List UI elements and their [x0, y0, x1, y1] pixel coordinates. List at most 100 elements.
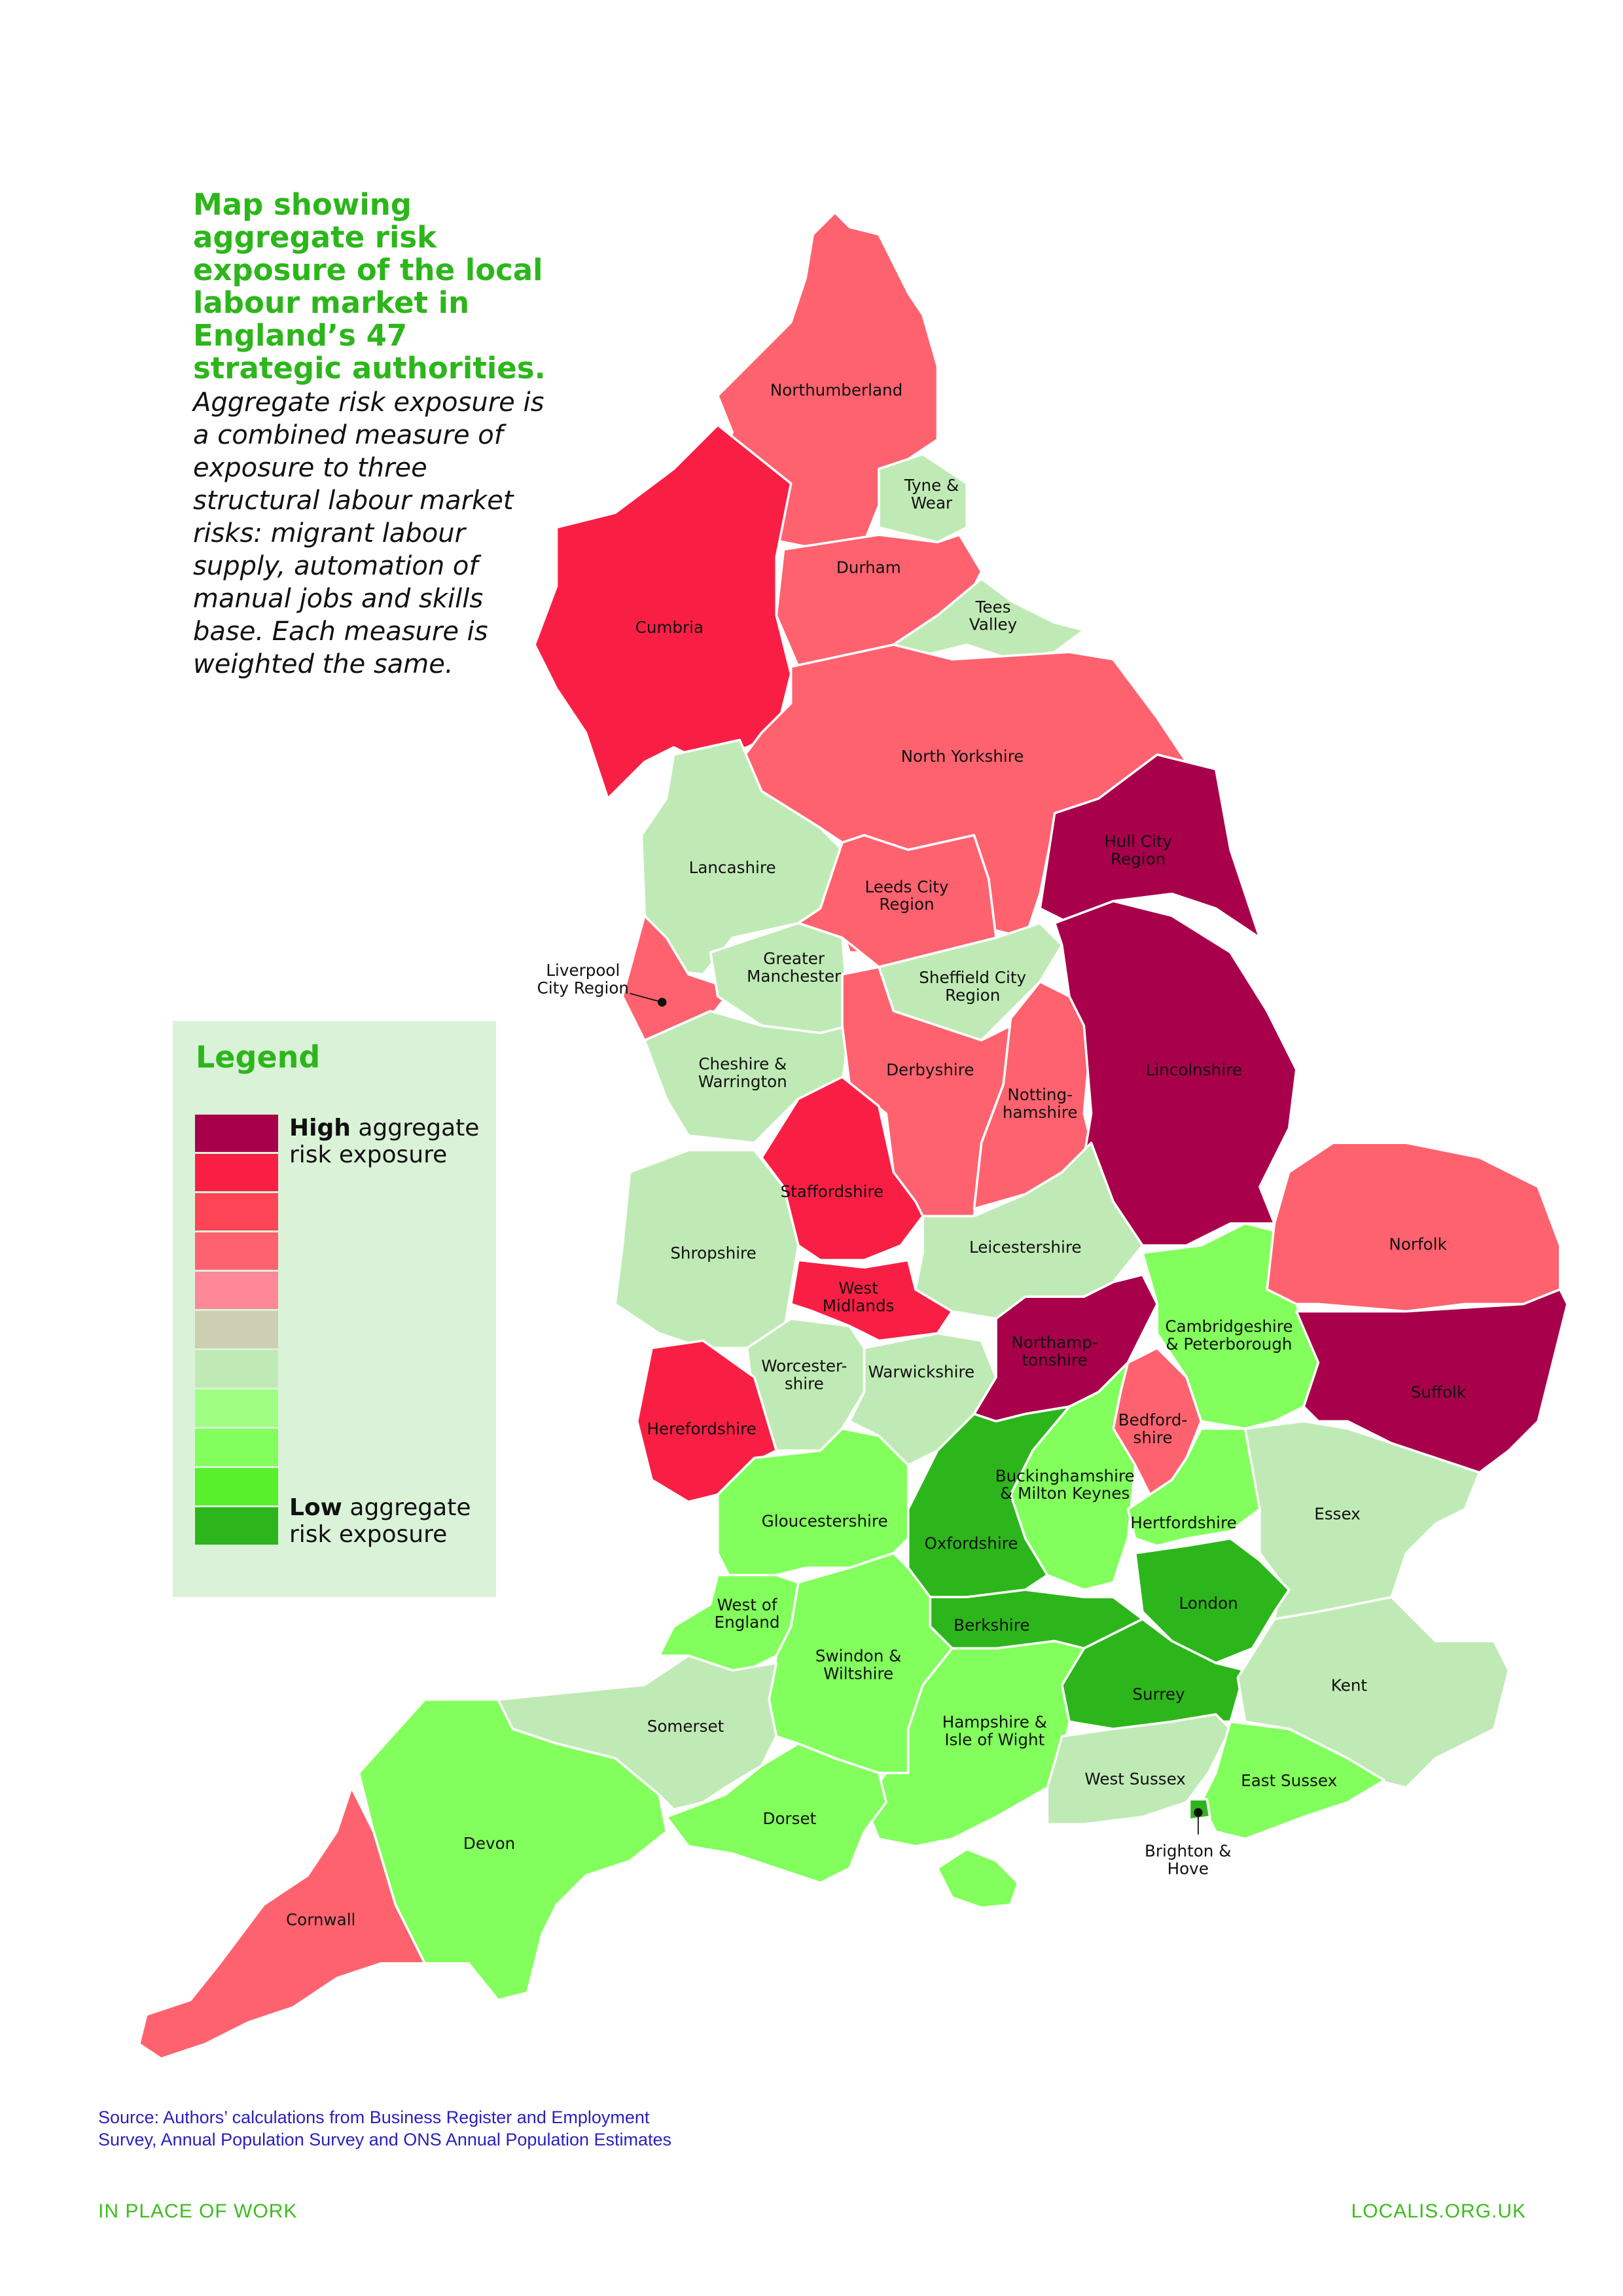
legend-high-bold: High: [289, 1115, 351, 1141]
region-label-west-sussex: West Sussex: [1084, 1770, 1185, 1789]
region-liverpool-city-region[interactable]: [621, 914, 734, 1042]
region-label-line: City Region: [537, 978, 629, 997]
region-label-staffordshire: Staffordshire: [781, 1182, 884, 1201]
region-label-northamptonshire: Northamp-tonshire: [1011, 1333, 1097, 1370]
region-label-lancashire: Lancashire: [689, 858, 776, 877]
legend-title: Legend: [196, 1039, 321, 1075]
region-label-shropshire: Shropshire: [670, 1244, 756, 1263]
region-label-northumberland: Northumberland: [770, 380, 902, 399]
region-label-hampshire-and-isle-of-wight: Hampshire & Isle of Wight: [942, 1712, 1047, 1749]
region-label-leicestershire: Leicestershire: [969, 1238, 1082, 1257]
region-label-line: Derbyshire: [886, 1060, 974, 1079]
region-label-surrey: Surrey: [1132, 1685, 1185, 1704]
region-label-line: Greater: [763, 949, 825, 968]
footer-website[interactable]: LOCALIS.ORG.UK: [1351, 2200, 1526, 2222]
region-label-worcestershire: Worcester-shire: [761, 1356, 847, 1393]
footer-publication: IN PLACE OF WORK: [98, 2200, 298, 2222]
label-leader-line: [630, 992, 662, 1003]
legend-swatch: [195, 1193, 278, 1230]
region-label-line: Gloucestershire: [762, 1512, 888, 1531]
region-label-line: Devon: [463, 1834, 515, 1853]
region-label-cambridgeshire-and-peterborough: Cambridgeshire & Peterborough: [1165, 1317, 1293, 1354]
region-hampshire-and-isle-of-wight[interactable]: [936, 1848, 1020, 1909]
region-label-hertfordshire: Hertfordshire: [1130, 1513, 1236, 1532]
region-label-line: Buckinghamshire: [995, 1466, 1135, 1485]
region-label-line: Herefordshire: [647, 1420, 756, 1439]
region-label-north-yorkshire: North Yorkshire: [901, 747, 1024, 766]
region-label-line: East Sussex: [1241, 1771, 1337, 1790]
region-london[interactable]: [1133, 1537, 1291, 1664]
region-label-suffolk: Suffolk: [1411, 1383, 1467, 1402]
region-label-line: Somerset: [647, 1717, 724, 1736]
region-label-line: Liverpool: [546, 961, 620, 980]
region-label-line: shire: [1133, 1428, 1173, 1447]
region-label-line: Staffordshire: [781, 1182, 884, 1201]
location-dot: [1194, 1808, 1203, 1817]
region-label-line: Dorset: [763, 1809, 817, 1828]
region-label-line: & Peterborough: [1166, 1335, 1292, 1354]
region-label-line: Northumberland: [770, 380, 902, 399]
region-label-line: Leeds City: [865, 877, 948, 896]
legend-swatch: [195, 1468, 278, 1505]
region-lancashire[interactable]: [640, 738, 844, 976]
region-suffolk[interactable]: [1295, 1288, 1569, 1474]
region-label-bedfordshire: Bedford-shire: [1118, 1410, 1188, 1447]
region-label-nottinghamshire: Notting-hamshire: [1003, 1085, 1078, 1122]
region-label-herefordshire: Herefordshire: [647, 1420, 756, 1439]
region-label-line: Cornwall: [286, 1910, 355, 1929]
region-essex[interactable]: [1243, 1420, 1481, 1621]
region-label-oxfordshire: Oxfordshire: [925, 1534, 1018, 1552]
region-label-essex: Essex: [1314, 1505, 1360, 1524]
region-label-line: Cheshire &: [698, 1054, 787, 1073]
region-hampshire-and-isle-of-wight[interactable]: [863, 1640, 1086, 1848]
region-tees-valley[interactable]: [892, 577, 1086, 661]
location-dot: [657, 997, 667, 1007]
region-label-line: Tees: [975, 598, 1011, 617]
legend-low-bold: Low: [289, 1494, 342, 1521]
region-label-durham: Durham: [836, 558, 901, 577]
region-label-line: hamshire: [1003, 1103, 1078, 1122]
region-label-kent: Kent: [1331, 1676, 1368, 1695]
region-label-gloucestershire: Gloucestershire: [762, 1512, 888, 1531]
region-norfolk[interactable]: [1266, 1141, 1561, 1313]
region-label-line: Region: [879, 895, 934, 914]
region-label-leeds-city-region: Leeds City Region: [865, 877, 948, 914]
legend-swatch: [195, 1350, 278, 1388]
region-label-line: Wiltshire: [823, 1664, 893, 1683]
map-title: Map showing aggregate risk exposure of t…: [193, 187, 546, 386]
region-hertfordshire[interactable]: [1126, 1427, 1261, 1547]
region-label-line: West: [838, 1279, 878, 1298]
region-label-buckinghamshire-and-milton-keynes: Buckinghamshire & Milton Keynes: [995, 1466, 1135, 1503]
region-label-cornwall: Cornwall: [286, 1910, 355, 1929]
region-east-sussex[interactable]: [1200, 1720, 1385, 1840]
region-label-swindon-and-wiltshire: Swindon & Wiltshire: [815, 1647, 901, 1683]
region-label-liverpool-city-region: Liverpool City Region: [537, 961, 629, 997]
region-dorset[interactable]: [665, 1742, 887, 1884]
region-label-tees-valley: Tees Valley: [969, 598, 1017, 634]
region-label-line: Lancashire: [689, 858, 776, 877]
region-label-line: Region: [1111, 850, 1166, 869]
region-label-line: Warrington: [698, 1072, 787, 1091]
region-west-sussex[interactable]: [1046, 1713, 1232, 1825]
region-label-line: & Milton Keynes: [1000, 1484, 1130, 1503]
region-label-line: Hertfordshire: [1130, 1513, 1236, 1532]
region-label-line: Wear: [911, 493, 953, 512]
region-lincolnshire[interactable]: [1053, 899, 1298, 1247]
region-label-lincolnshire: Lincolnshire: [1146, 1060, 1242, 1079]
region-label-line: Lincolnshire: [1146, 1060, 1242, 1079]
region-label-line: Hampshire &: [942, 1712, 1047, 1731]
region-label-line: Sheffield City: [919, 968, 1026, 987]
region-label-cumbria: Cumbria: [635, 618, 704, 637]
region-kent[interactable]: [1236, 1596, 1510, 1789]
region-cumbria[interactable]: [533, 423, 793, 800]
legend-low-text: aggregate risk exposure: [289, 1494, 471, 1548]
source-note: Source: Authors’ calculations from Busin…: [98, 2108, 672, 2149]
region-label-line: Hove: [1168, 1859, 1209, 1878]
region-label-line: England: [715, 1613, 780, 1632]
region-tyne-and-wear[interactable]: [878, 453, 969, 544]
region-cornwall[interactable]: [137, 1786, 426, 2060]
region-label-hull-city-region: Hull City Region: [1104, 832, 1172, 869]
legend-swatch: [195, 1507, 278, 1545]
legend: Legend High aggregate risk exposure Low …: [173, 1021, 496, 1597]
region-label-line: Norfolk: [1389, 1235, 1447, 1254]
